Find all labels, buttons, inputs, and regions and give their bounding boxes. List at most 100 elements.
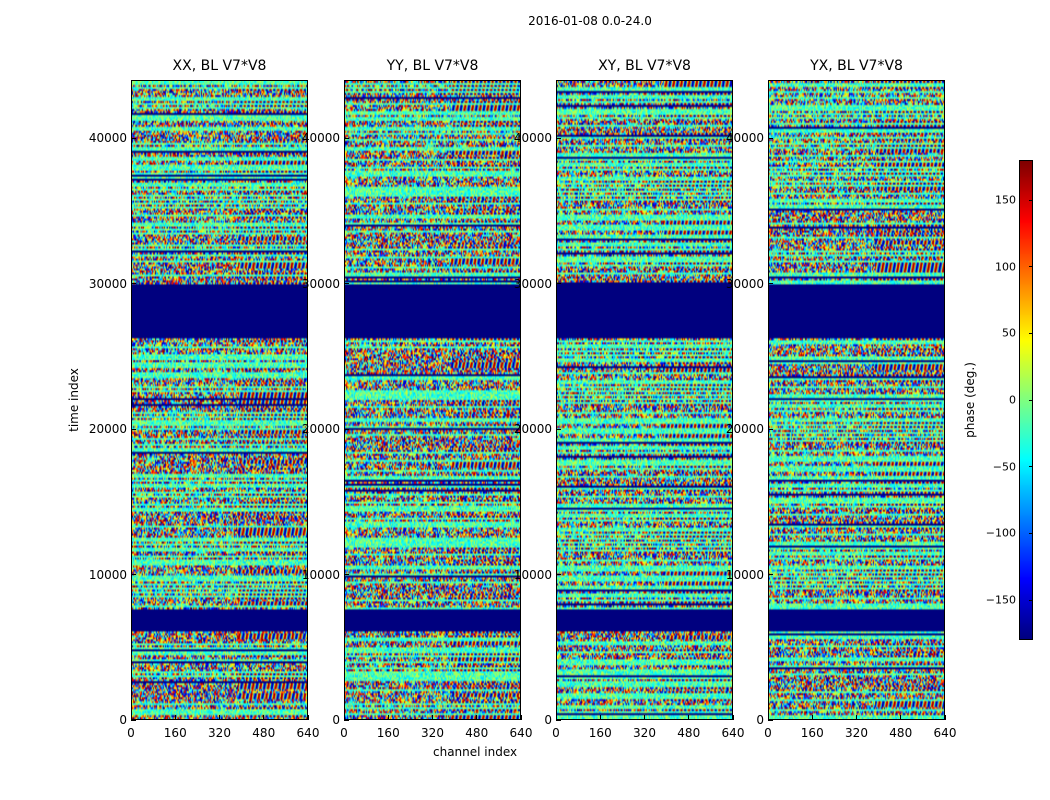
heatmap-canvas: [132, 81, 307, 719]
colorbar-label: phase (deg.): [963, 362, 977, 438]
colorbar-tick-mark: [1029, 399, 1033, 401]
heatmap-image: [131, 80, 308, 720]
x-tick-label: 480: [889, 726, 913, 740]
y-tick-label: 0: [756, 713, 764, 727]
y-tick-label: 30000: [513, 276, 552, 291]
y-tick-mark: [768, 574, 773, 576]
x-tick-label: 480: [252, 726, 276, 740]
y-tick-label: 10000: [513, 567, 552, 582]
x-tick-mark: [856, 715, 857, 720]
x-tick-mark: [811, 715, 813, 720]
y-tick-label: 40000: [88, 131, 127, 146]
x-tick-label: 320: [845, 726, 868, 740]
x-tick-label: 160: [588, 726, 612, 740]
x-tick-mark: [130, 715, 132, 720]
x-tick-mark: [307, 715, 309, 720]
x-tick-mark: [767, 715, 769, 720]
y-tick-mark: [131, 137, 136, 139]
y-tick-mark: [344, 137, 349, 139]
y-tick-label: 10000: [88, 567, 127, 582]
x-tick-label: 640: [721, 726, 745, 740]
colorbar-tick-mark: [1029, 266, 1033, 268]
x-tick-label: 160: [800, 726, 824, 740]
colorbar-tick-label: 50: [1002, 326, 1016, 340]
colorbar-tick-mark: [1029, 466, 1033, 468]
x-tick-mark: [432, 715, 433, 720]
heatmap-canvas: [769, 81, 944, 719]
x-tick-label: 320: [421, 726, 444, 740]
colorbar-tick-mark: [1029, 199, 1033, 201]
x-tick-mark: [732, 715, 734, 720]
y-tick-label: 20000: [301, 422, 340, 437]
colorbar-tick-mark: [1029, 532, 1033, 534]
y-tick-mark: [556, 574, 561, 576]
x-tick-mark: [688, 715, 690, 720]
x-tick-label: 640: [509, 726, 533, 740]
x-tick-mark: [174, 715, 176, 720]
colorbar-tick-label: 0: [1009, 393, 1016, 407]
y-tick-label: 40000: [301, 131, 340, 146]
x-tick-mark: [387, 715, 389, 720]
y-tick-mark: [344, 574, 349, 576]
x-tick-mark: [476, 715, 478, 720]
y-tick-label: 30000: [301, 276, 340, 291]
y-tick-mark: [556, 283, 561, 285]
y-tick-mark: [344, 283, 349, 285]
y-tick-mark: [556, 428, 561, 430]
x-tick-label: 160: [376, 726, 400, 740]
figure-title: 2016-01-08 0.0-24.0: [528, 14, 652, 28]
y-tick-label: 30000: [88, 276, 127, 291]
x-tick-mark: [520, 715, 522, 720]
x-axis-label: channel index: [433, 745, 518, 759]
y-tick-label: 20000: [88, 422, 127, 437]
heatmap-canvas: [345, 81, 520, 719]
x-tick-label: 0: [552, 726, 560, 740]
x-tick-label: 480: [465, 726, 489, 740]
heatmap-canvas: [557, 81, 732, 719]
y-tick-mark: [131, 574, 136, 576]
colorbar-tick-label: 150: [995, 193, 1016, 207]
y-tick-mark: [768, 719, 773, 721]
y-tick-mark: [344, 428, 349, 430]
y-tick-label: 30000: [725, 276, 764, 291]
x-tick-label: 640: [296, 726, 320, 740]
x-tick-label: 320: [633, 726, 656, 740]
colorbar-tick-label: −50: [992, 460, 1016, 474]
x-tick-mark: [644, 715, 645, 720]
y-tick-label: 20000: [513, 422, 552, 437]
y-tick-mark: [768, 283, 773, 285]
y-tick-mark: [556, 137, 561, 139]
y-axis-label: time index: [67, 368, 81, 432]
y-tick-label: 40000: [725, 131, 764, 146]
heatmap-image: [768, 80, 945, 720]
x-tick-label: 320: [208, 726, 231, 740]
y-tick-mark: [131, 283, 136, 285]
colorbar-tick-label: −150: [985, 593, 1016, 607]
x-tick-mark: [343, 715, 345, 720]
x-tick-mark: [263, 715, 265, 720]
y-tick-label: 40000: [513, 131, 552, 146]
x-tick-label: 160: [163, 726, 187, 740]
heatmap-image: [556, 80, 733, 720]
y-tick-label: 0: [544, 713, 552, 727]
x-tick-label: 480: [677, 726, 701, 740]
y-tick-label: 10000: [301, 567, 340, 582]
x-tick-label: 0: [127, 726, 135, 740]
panel-title: XY, BL V7*V8: [598, 58, 691, 74]
y-tick-mark: [768, 428, 773, 430]
y-tick-label: 20000: [725, 422, 764, 437]
x-tick-mark: [555, 715, 557, 720]
colorbar-gradient: [1020, 161, 1032, 639]
colorbar-tick-label: 100: [995, 260, 1016, 274]
panel-title: YX, BL V7*V8: [810, 58, 903, 74]
colorbar-tick-mark: [1029, 599, 1033, 601]
y-tick-mark: [768, 137, 773, 139]
x-tick-mark: [900, 715, 902, 720]
x-tick-label: 0: [340, 726, 348, 740]
x-tick-mark: [944, 715, 946, 720]
colorbar-tick-label: −100: [985, 526, 1016, 540]
y-tick-label: 0: [119, 713, 127, 727]
panel-title: XX, BL V7*V8: [172, 58, 267, 74]
colorbar-tick-mark: [1029, 332, 1033, 334]
